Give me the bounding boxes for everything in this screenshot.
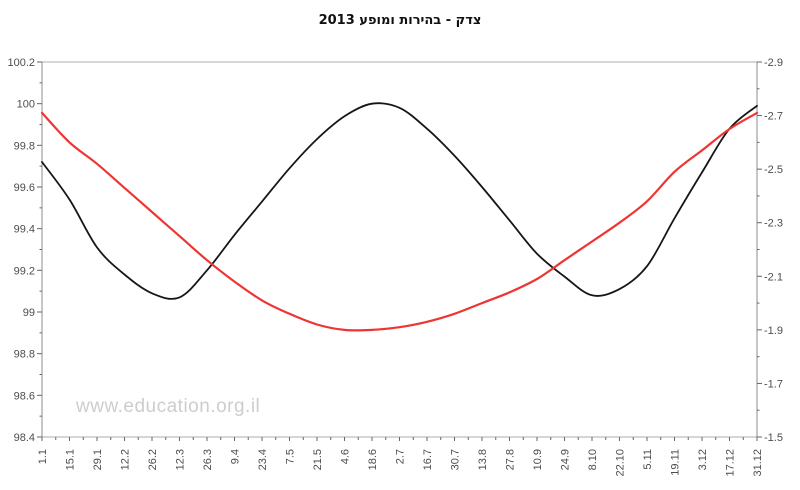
right-axis: -2.9 -2.7 -2.5 -2.3 -2.1 -1.9 -1.7 -1.5 (757, 57, 783, 444)
x-axis-tick-label: 26.3 (202, 449, 214, 470)
x-axis-tick-label: 22.10 (615, 449, 627, 477)
left-axis-tick-label: 99.8 (14, 140, 35, 152)
left-axis-tick-label: 98.4 (14, 432, 35, 444)
right-axis-tick-label: -1.9 (764, 325, 783, 337)
right-axis-tick-label: -1.5 (764, 432, 783, 444)
x-axis-tick-label: 4.6 (340, 449, 352, 464)
x-axis-tick-label: 13.8 (477, 449, 489, 470)
left-axis: 100.2 100 99.8 99.6 99.4 99.2 99 98.8 98.6 98.4 (7, 57, 42, 444)
right-axis-tick-label: -2.9 (764, 57, 783, 69)
phase-percent-curve (41, 102, 758, 300)
right-axis-tick-label: -2.1 (764, 271, 783, 283)
left-axis-tick-label: 100 (17, 99, 35, 111)
x-axis-tick-label: 8.10 (587, 449, 599, 470)
x-axis-tick-label: 24.9 (560, 449, 572, 470)
right-axis-tick-label: -2.3 (764, 218, 783, 230)
x-axis-tick-label: 12.3 (175, 449, 187, 470)
right-axis-tick-label: -2.7 (764, 111, 783, 123)
x-axis-tick-label: 30.7 (450, 449, 462, 470)
x-axis-tick-label: 23.4 (257, 449, 269, 470)
x-axis-tick-label: 7.5 (285, 449, 297, 464)
x-axis-tick-label: 18.6 (367, 449, 379, 470)
x-axis-tick-label: 1.1 (37, 449, 49, 464)
chart-title: צדק - בהירות ומופע 2013 (318, 13, 482, 28)
x-axis-tick-label: 12.2 (120, 449, 132, 470)
left-axis-tick-label: 99.4 (14, 224, 35, 236)
right-axis-tick-label: -1.7 (764, 378, 783, 390)
x-axis-tick-label: 3.12 (697, 449, 709, 470)
x-axis-tick-label: 16.7 (422, 449, 434, 470)
x-axis-tick-label: 2.7 (395, 449, 407, 464)
brightness-magnitude-curve (40, 111, 759, 332)
x-axis: 1.1 15.1 29.1 12.2 26.2 12.3 26.3 9.4 23.4 7.5 21.… (37, 437, 764, 477)
left-axis-tick-label: 99.6 (14, 182, 35, 194)
x-axis-tick-label: 5.11 (642, 449, 654, 470)
left-axis-tick-label: 98.8 (14, 349, 35, 361)
x-axis-tick-label: 15.1 (65, 449, 77, 470)
x-axis-tick-label: 17.12 (725, 449, 737, 477)
left-axis-tick-label: 99 (23, 307, 35, 319)
x-axis-tick-label: 29.1 (92, 449, 104, 470)
left-axis-tick-label: 100.2 (7, 57, 35, 69)
x-axis-tick-label: 26.2 (147, 449, 159, 470)
x-axis-tick-label: 21.5 (312, 449, 324, 470)
watermark: www.education.org.il (76, 396, 261, 417)
x-axis-tick-label: 9.4 (230, 449, 242, 464)
left-axis-tick-label: 98.6 (14, 390, 35, 402)
right-axis-tick-label: -2.5 (764, 164, 783, 176)
x-axis-tick-label: 31.12 (752, 449, 764, 477)
x-axis-tick-label: 19.11 (670, 449, 682, 476)
left-axis-tick-label: 99.2 (14, 265, 35, 277)
x-axis-tick-label: 27.8 (505, 449, 517, 470)
x-axis-tick-label: 10.9 (532, 449, 544, 470)
